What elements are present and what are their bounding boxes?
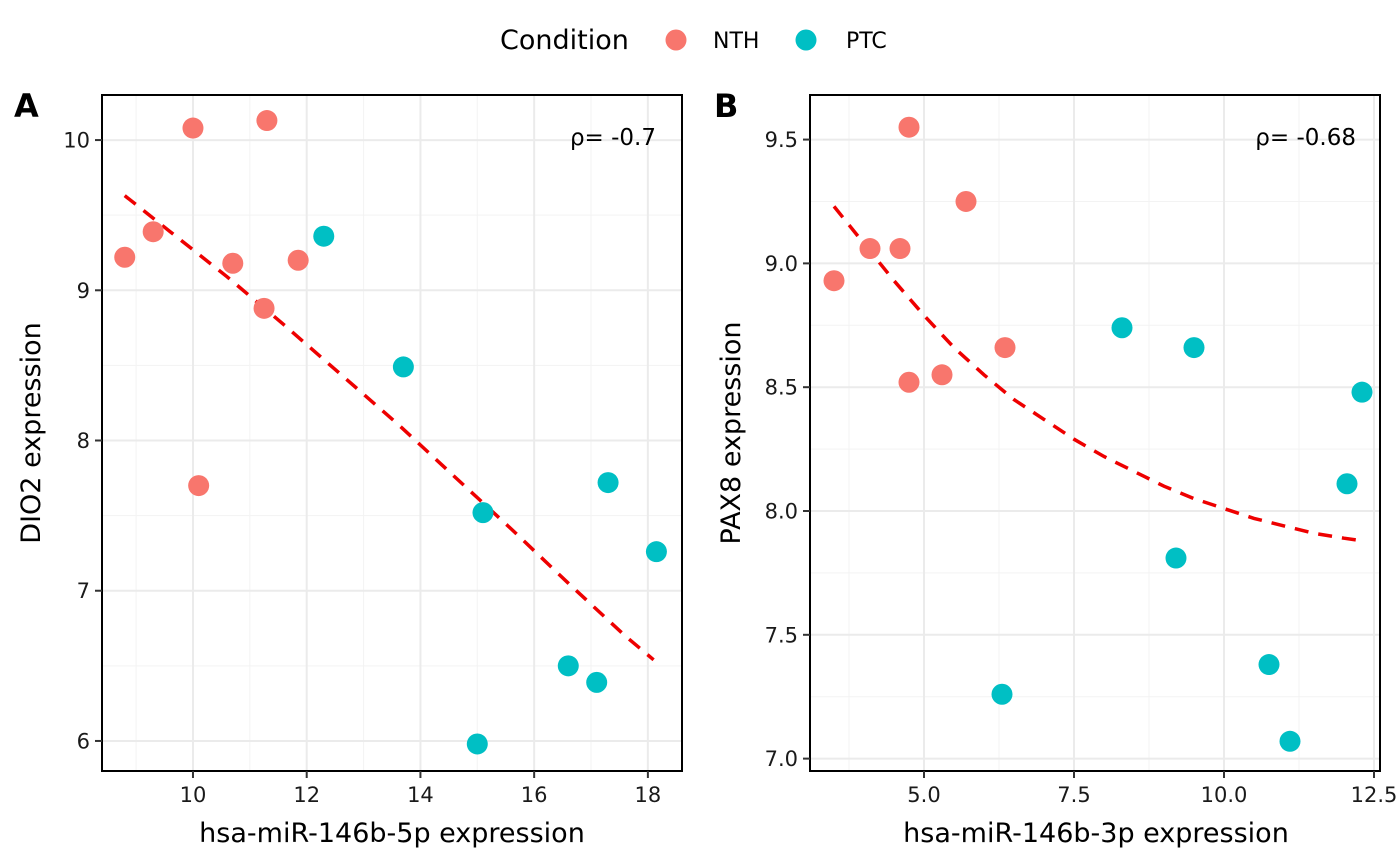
plot-frame [101,94,683,772]
plot-frame [809,94,1381,772]
point-nth [898,116,920,138]
x-tick-label: 7.5 [1057,783,1090,807]
point-ptc [472,502,494,524]
panel-tag: A [14,87,39,125]
x-axis-title: hsa-miR-146b-5p expression [199,818,585,849]
point-ptc [597,472,619,494]
point-ptc [586,671,608,693]
x-tick-label: 10 [180,783,207,807]
point-ptc [1111,317,1133,339]
legend-key-nth [665,29,687,51]
y-tick-label: 7.0 [765,747,798,771]
point-nth [114,246,136,268]
panel-a: 10 12 14 16 18 6 7 8 9 10 hsa-miR-146b-5p expressi… [14,87,683,849]
y-tick-label: 6 [77,729,90,753]
x-tick-label: 12 [293,783,320,807]
legend-key-ptc [795,29,817,51]
x-tick-label: 5.0 [907,783,940,807]
point-ptc [1279,730,1301,752]
point-nth [142,221,164,243]
point-nth [955,190,977,212]
x-tick-label: 12.5 [1351,783,1398,807]
point-ptc [1165,547,1187,569]
legend-title: Condition [500,25,629,56]
legend: Condition NTH PTC [500,25,887,56]
y-tick-label: 9.5 [765,128,798,152]
y-tick-label: 8.0 [765,500,798,524]
point-ptc [1351,381,1373,403]
point-ptc [392,356,414,378]
point-ptc [557,655,579,677]
x-tick-label: 14 [407,783,434,807]
point-ptc [1336,473,1358,495]
y-tick-label: 8 [77,429,90,453]
point-ptc [1258,654,1280,676]
legend-label-nth: NTH [713,29,759,54]
point-ptc [991,683,1013,705]
point-nth [256,110,278,132]
point-nth [898,371,920,393]
legend-label-ptc: PTC [846,29,887,54]
point-nth [859,238,881,260]
y-axis-title: DIO2 expression [16,322,47,543]
point-ptc [466,733,488,755]
y-axis-title: PAX8 expression [716,322,747,545]
point-nth [253,297,275,319]
point-nth [222,252,244,274]
x-axis-title: hsa-miR-146b-3p expression [903,818,1289,849]
point-nth [823,270,845,292]
y-tick-label: 7 [77,579,90,603]
y-tick-label: 9 [77,279,90,303]
y-tick-label: 10 [63,129,90,153]
panel-tag: B [714,87,738,125]
correlation-annotation: ρ= -0.7 [570,125,656,151]
point-ptc [645,541,667,563]
y-tick-label: 7.5 [765,623,798,647]
point-nth [994,337,1016,359]
correlation-annotation: ρ= -0.68 [1255,125,1356,151]
x-tick-label: 10.0 [1201,783,1248,807]
panel-b: 5.0 7.5 10.0 12.5 7.0 7.5 8.0 8.5 9.0 9.5 hsa-miR-… [714,87,1397,849]
point-nth [931,364,953,386]
x-tick-label: 18 [635,783,662,807]
point-ptc [1183,337,1205,359]
y-tick-label: 8.5 [765,376,798,400]
trend-line [832,205,1363,543]
y-tick-label: 9.0 [765,252,798,276]
point-nth [889,238,911,260]
point-ptc [313,225,335,247]
point-nth [287,249,309,271]
x-tick-label: 16 [521,783,548,807]
trend-line [123,194,655,662]
point-nth [188,475,210,497]
point-nth [182,117,204,139]
